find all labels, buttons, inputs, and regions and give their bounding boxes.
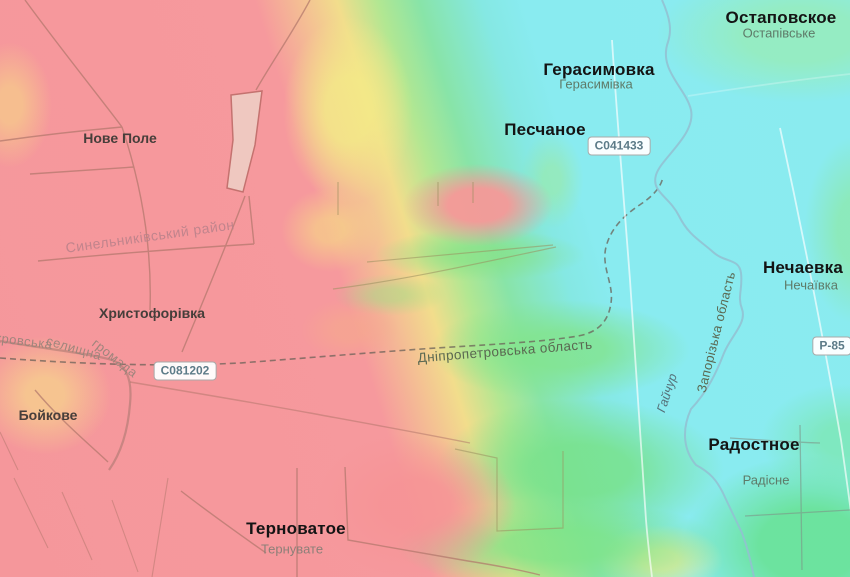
urban-block-polygon [226, 90, 263, 193]
field-lines-southwest [0, 431, 169, 577]
village-roads-radostnoe [729, 424, 850, 571]
field-lines-centre [332, 182, 564, 532]
road-ref-badge-c041433: C041433 [587, 136, 651, 156]
oblast-boundary-line [0, 176, 664, 366]
road-lines-west [0, 0, 541, 577]
road-ref-badge-c081202: C081202 [153, 361, 217, 381]
hromada-boundary-line [0, 339, 132, 471]
river-line [654, 0, 755, 577]
road-lines-east [611, 39, 850, 577]
road-ref-badge-p85: Р-85 [812, 336, 850, 356]
